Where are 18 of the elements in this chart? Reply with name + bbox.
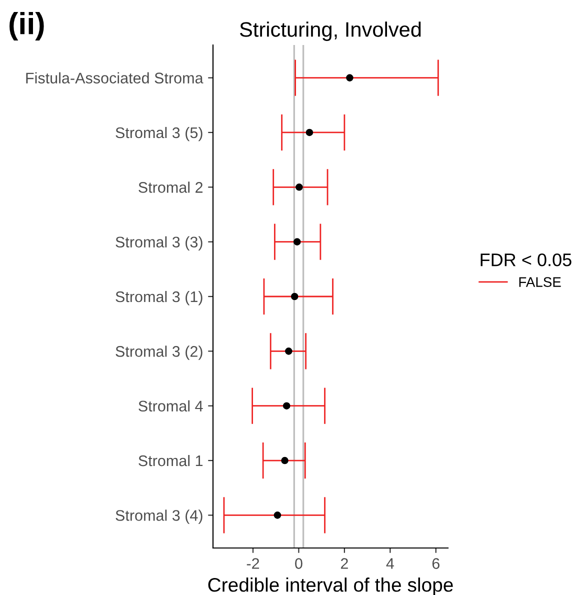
x-tick-label: 6 xyxy=(432,558,440,569)
x-tick-label: -2 xyxy=(246,558,260,569)
y-tick-label: Stromal 3 (3) xyxy=(116,236,202,251)
y-tick-label: Stromal 2 xyxy=(138,182,203,193)
chart-title: Stricturing, Involved xyxy=(240,22,421,41)
text: FALSE xyxy=(519,277,561,287)
legend-title: FDR < 0.05 xyxy=(480,253,572,266)
y-tick-label: Stromal 1 xyxy=(138,454,203,466)
y-tick-label: Stromal 4 xyxy=(138,400,203,412)
y-tick-label: Stromal 3 (4) xyxy=(116,510,202,524)
y-tick-label: Stromal 3 (1) xyxy=(116,290,202,306)
y-tick-label: Stromal 3 (5) xyxy=(116,126,202,142)
x-tick-label: 2 xyxy=(340,558,348,569)
x-tick-label: 4 xyxy=(386,558,394,569)
y-tick-label: Stromal 3 (2) xyxy=(116,346,202,360)
text: (ii) xyxy=(10,12,44,40)
y-tick-label: Fistula-Associated Stroma xyxy=(26,72,204,84)
x-tick-label: 0 xyxy=(295,558,302,569)
